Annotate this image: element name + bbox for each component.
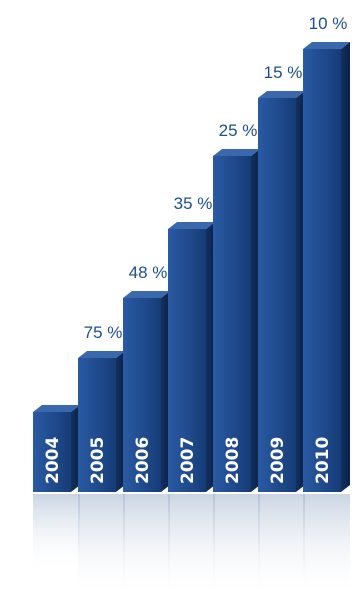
bar-top-2005 bbox=[78, 351, 125, 358]
bar-reflection-2010 bbox=[303, 494, 350, 599]
value-labels: 75 % 48 % 35 % 25 % 15 % 10 % bbox=[84, 14, 348, 342]
category-labels: 2004 2005 2006 2007 2008 2009 2010 bbox=[43, 437, 333, 484]
bar-2006 bbox=[123, 291, 170, 492]
bar-reflections bbox=[33, 494, 350, 599]
category-label-2008: 2008 bbox=[223, 437, 243, 484]
bar-front-2009 bbox=[258, 98, 296, 492]
bar-2005 bbox=[78, 351, 125, 492]
bar-top-2010 bbox=[303, 42, 350, 49]
bar-side-2005 bbox=[116, 351, 125, 492]
bar-2009 bbox=[258, 91, 305, 492]
bar-side-2006 bbox=[161, 291, 170, 492]
bar-side-2009 bbox=[296, 91, 305, 492]
bar-side-2010 bbox=[341, 42, 350, 492]
bar-top-2004 bbox=[33, 405, 80, 412]
bars-group bbox=[33, 42, 350, 492]
value-label-2009: 15 % bbox=[264, 63, 303, 82]
value-label-2005: 75 % bbox=[84, 323, 123, 342]
value-label-2007: 35 % bbox=[174, 194, 213, 213]
bar-side-2008 bbox=[251, 149, 260, 492]
value-label-2008: 25 % bbox=[219, 121, 258, 140]
bar-top-2008 bbox=[213, 149, 260, 156]
bar-front-2010 bbox=[303, 49, 341, 492]
bar-front-2007 bbox=[168, 229, 206, 492]
bar-front-2004 bbox=[33, 412, 71, 492]
bar-reflection-2004 bbox=[33, 494, 80, 574]
bar-reflection-2009 bbox=[258, 494, 305, 599]
bar-reflection-2006 bbox=[123, 494, 170, 599]
category-label-2004: 2004 bbox=[43, 437, 63, 484]
bar-side-2007 bbox=[206, 222, 215, 492]
bar-front-2006 bbox=[123, 298, 161, 492]
bar-side-2004 bbox=[71, 405, 80, 492]
bar-top-2006 bbox=[123, 291, 170, 298]
bar-2008 bbox=[213, 149, 260, 492]
bar-2010 bbox=[303, 42, 350, 492]
bar-2007 bbox=[168, 222, 215, 492]
category-label-2005: 2005 bbox=[88, 437, 108, 484]
bar-front-2008 bbox=[213, 156, 251, 492]
bar-reflection-2007 bbox=[168, 494, 215, 599]
category-label-2007: 2007 bbox=[178, 437, 198, 484]
bar-2004 bbox=[33, 405, 80, 492]
value-label-2006: 48 % bbox=[129, 263, 168, 282]
value-label-2010: 10 % bbox=[309, 14, 348, 33]
bar-top-2007 bbox=[168, 222, 215, 229]
bar-reflection-2005 bbox=[78, 494, 125, 599]
bar-front-2005 bbox=[78, 358, 116, 492]
category-label-2006: 2006 bbox=[133, 437, 153, 484]
bar-top-2009 bbox=[258, 91, 305, 98]
bar-reflection-2008 bbox=[213, 494, 260, 599]
category-label-2009: 2009 bbox=[268, 437, 288, 484]
category-label-2010: 2010 bbox=[313, 437, 333, 484]
